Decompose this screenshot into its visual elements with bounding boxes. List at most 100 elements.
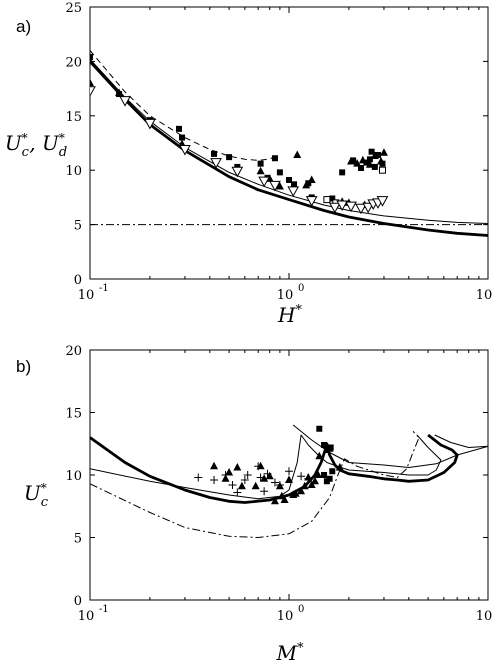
- marker-filled-triangle: [353, 159, 362, 167]
- x-axis-label: H*: [277, 303, 302, 327]
- marker-open-triangle: [362, 202, 375, 214]
- y-axis-label-subscript: c: [22, 145, 30, 160]
- marker-plus: [285, 467, 293, 476]
- x-tick-label: 10: [78, 288, 95, 303]
- marker-open-square: [323, 196, 331, 204]
- marker-filled-square: [374, 151, 381, 158]
- marker-open-triangle: [305, 196, 318, 207]
- marker-open-triangle: [269, 180, 281, 192]
- y-tick-label: 20: [65, 55, 82, 70]
- panel-label: b): [16, 357, 31, 376]
- marker-filled-triangle: [300, 481, 309, 490]
- y-tick-label: 15: [65, 407, 82, 422]
- marker-plus: [275, 481, 284, 489]
- marker-filled-triangle: [225, 468, 234, 476]
- y-axis-label-subscript: d: [59, 145, 67, 160]
- y-tick-label: 0: [74, 594, 82, 609]
- marker-filled-triangle: [233, 463, 242, 471]
- x-axis-label-base: M: [276, 641, 298, 665]
- y-axis-label-symbol: U: [24, 481, 42, 505]
- marker-filled-triangle: [370, 151, 379, 160]
- y-tick-label: 25: [65, 1, 82, 16]
- marker-plus: [243, 471, 252, 479]
- plot-frame: [89, 6, 489, 280]
- x-axis-label: M*: [276, 641, 304, 665]
- marker-filled-triangle: [265, 471, 274, 480]
- marker-filled-square: [329, 468, 336, 475]
- y-axis-label: U* c: [24, 481, 49, 510]
- marker-filled-triangle: [347, 156, 356, 165]
- plot-area: [90, 50, 488, 237]
- x-tick-label: 10: [277, 288, 294, 303]
- marker-filled-square: [329, 195, 336, 202]
- marker-filled-triangle: [237, 481, 246, 490]
- marker-filled-square: [339, 169, 346, 176]
- marker-filled-triangle: [379, 148, 388, 156]
- marker-filled-triangle: [285, 475, 293, 483]
- marker-filled-triangle: [256, 166, 265, 175]
- y-axis-label-symbol: , U: [29, 131, 60, 155]
- marker-filled-triangle: [377, 156, 386, 165]
- x-tick-label-exponent: 0: [298, 604, 304, 615]
- y-axis-label-star: *: [59, 131, 65, 145]
- marker-open-triangle: [144, 118, 156, 130]
- marker-filled-triangle: [310, 476, 319, 485]
- series-line-thick-solid: [90, 60, 488, 237]
- marker-filled-square: [371, 163, 378, 170]
- marker-filled-triangle: [90, 78, 94, 87]
- marker-filled-square: [321, 472, 328, 478]
- marker-open-triangle: [329, 202, 341, 214]
- marker-filled-triangle: [115, 88, 124, 96]
- y-tick-label: 10: [65, 469, 82, 484]
- marker-plus: [263, 469, 272, 478]
- x-tick-label: 10: [277, 609, 294, 624]
- x-axis-label-star: *: [295, 303, 302, 318]
- marker-open-triangle: [119, 96, 131, 107]
- y-axis-label-subscript: c: [41, 495, 49, 510]
- marker-plus: [221, 471, 230, 479]
- x-tick-label-exponent: -1: [99, 604, 109, 615]
- y-axis-label-star: *: [41, 481, 47, 495]
- marker-open-triangle: [210, 158, 222, 169]
- marker-filled-triangle: [335, 463, 344, 471]
- marker-filled-square: [276, 169, 283, 176]
- marker-filled-square: [363, 159, 370, 166]
- marker-filled-triangle: [325, 444, 334, 452]
- marker-filled-triangle: [280, 495, 289, 503]
- plot-area: [90, 424, 488, 538]
- marker-filled-triangle: [275, 182, 284, 190]
- marker-filled-triangle: [297, 486, 306, 495]
- y-tick-label: 10: [65, 164, 82, 179]
- x-tick-label-exponent: 0: [298, 283, 304, 294]
- marker-filled-square: [305, 180, 312, 187]
- marker-filled-square: [90, 54, 93, 61]
- y-axis-label-star: *: [22, 131, 28, 145]
- series-line-dash-dot: [90, 430, 420, 538]
- marker-plus: [228, 481, 237, 489]
- y-tick-label: 0: [74, 273, 82, 288]
- marker-plus: [256, 473, 265, 482]
- marker-filled-triangle: [314, 470, 323, 478]
- marker-filled-square: [175, 125, 182, 132]
- y-tick-label: 20: [65, 344, 82, 359]
- marker-open-triangle: [287, 186, 300, 197]
- marker-filled-triangle: [210, 461, 219, 470]
- x-axis-label-star: *: [297, 641, 304, 656]
- marker-filled-square: [257, 160, 264, 167]
- marker-plus: [270, 478, 279, 487]
- marker-filled-square: [350, 157, 357, 164]
- marker-filled-square: [357, 165, 364, 172]
- marker-plus: [240, 476, 249, 484]
- marker-open-triangle: [336, 200, 349, 212]
- marker-open-triangle: [231, 166, 244, 178]
- marker-open-square: [378, 166, 386, 174]
- x-tick-label: 10: [78, 609, 95, 624]
- marker-filled-square: [366, 156, 373, 163]
- marker-open-triangle: [90, 86, 96, 97]
- marker-filled-square: [316, 425, 323, 432]
- x-tick-label-exponent: -1: [99, 283, 109, 294]
- marker-filled-square: [323, 478, 330, 485]
- marker-filled-triangle: [289, 490, 298, 498]
- marker-plus: [254, 462, 263, 471]
